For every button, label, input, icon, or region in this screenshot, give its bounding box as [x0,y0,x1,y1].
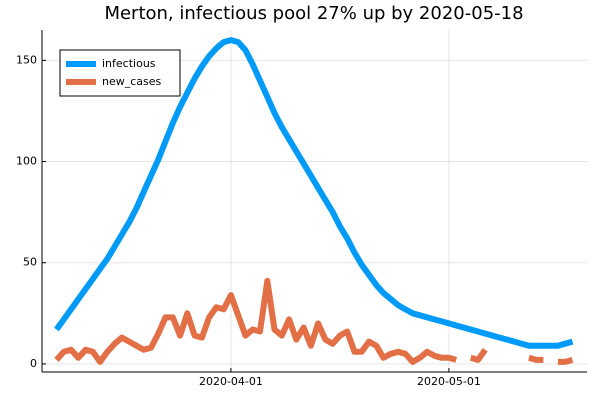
legend-label: infectious [102,57,156,70]
y-tick-label: 50 [23,256,37,269]
line [54,37,574,349]
x-tick-label: 2020-05-01 [417,375,481,388]
legend-box [59,49,181,97]
y-tick-label: 150 [16,53,37,66]
x-tick-label: 2020-04-01 [199,375,263,388]
legend-label: new_cases [102,75,162,88]
y-tick-label: 100 [16,155,37,168]
chart-title: Merton, infectious pool 27% up by 2020-0… [104,3,523,24]
line [54,277,574,365]
y-tick-label: 0 [30,357,37,370]
